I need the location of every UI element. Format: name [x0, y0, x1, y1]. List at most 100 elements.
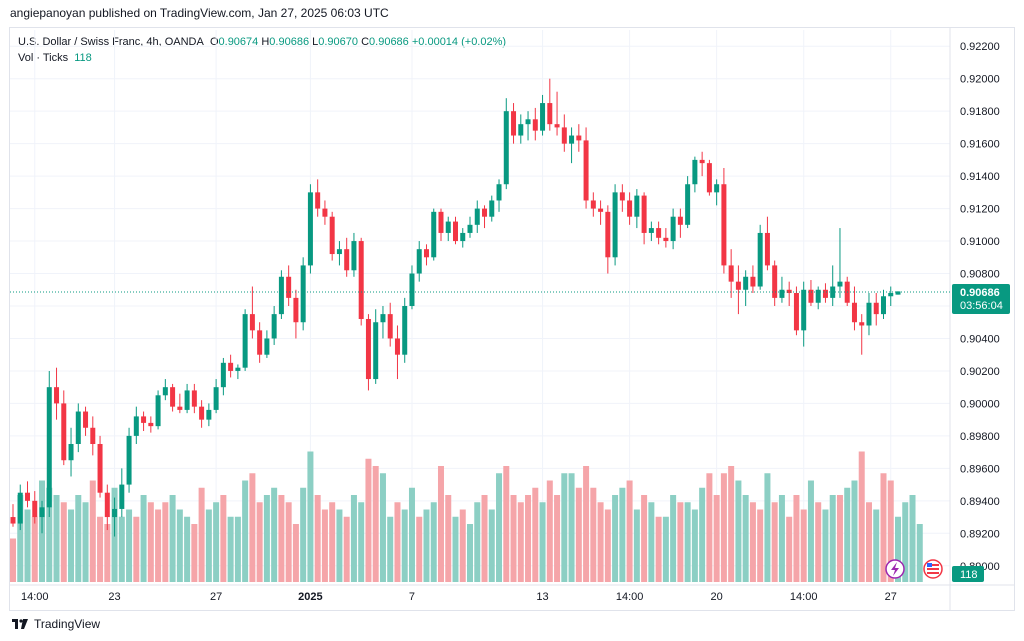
candle-body[interactable] — [235, 367, 241, 371]
candle-body[interactable] — [75, 411, 81, 444]
candle-body[interactable] — [438, 211, 444, 233]
candle-body[interactable] — [191, 390, 197, 407]
candle-body[interactable] — [416, 249, 422, 274]
candle-body[interactable] — [177, 406, 183, 410]
candle-body[interactable] — [184, 390, 190, 410]
candle-body[interactable] — [402, 306, 408, 355]
candle-body[interactable] — [307, 192, 313, 266]
candle-body[interactable] — [569, 135, 575, 144]
candle-body[interactable] — [706, 163, 712, 193]
candle-body[interactable] — [380, 314, 386, 323]
candle-body[interactable] — [387, 314, 393, 339]
candle-body[interactable] — [641, 195, 647, 233]
candle-body[interactable] — [511, 111, 517, 136]
candle-body[interactable] — [373, 322, 379, 380]
candle-body[interactable] — [750, 276, 756, 287]
candle-body[interactable] — [757, 232, 763, 287]
candle-body[interactable] — [685, 184, 691, 225]
candle-body[interactable] — [612, 192, 618, 258]
candle-body[interactable] — [286, 276, 292, 298]
candle-body[interactable] — [431, 211, 437, 258]
candle-body[interactable] — [518, 124, 524, 136]
candle-body[interactable] — [257, 330, 263, 355]
candle-body[interactable] — [54, 387, 60, 404]
candle-body[interactable] — [365, 318, 371, 380]
candle-body[interactable] — [119, 484, 125, 509]
candle-body[interactable] — [634, 195, 640, 217]
candle-body[interactable] — [322, 208, 328, 217]
candle-body[interactable] — [648, 228, 654, 233]
candle-body[interactable] — [743, 276, 749, 290]
candle-body[interactable] — [112, 508, 118, 518]
candle-body[interactable] — [68, 444, 74, 461]
candle-body[interactable] — [866, 302, 872, 326]
candle-body[interactable] — [39, 507, 45, 518]
candle-body[interactable] — [220, 362, 226, 388]
footer-brand[interactable]: TradingView — [34, 617, 101, 631]
candle-body[interactable] — [293, 297, 299, 323]
candle-body[interactable] — [271, 314, 277, 339]
candle-body[interactable] — [126, 435, 132, 485]
candle-body[interactable] — [576, 135, 582, 141]
candle-body[interactable] — [764, 232, 770, 266]
candle-body[interactable] — [141, 416, 147, 423]
candle-body[interactable] — [249, 314, 255, 331]
candle-body[interactable] — [61, 403, 67, 461]
candle-body[interactable] — [801, 289, 807, 331]
candle-body[interactable] — [474, 208, 480, 225]
candle-body[interactable] — [206, 409, 212, 420]
candle-body[interactable] — [155, 395, 161, 427]
candle-body[interactable] — [532, 119, 538, 131]
candle-body[interactable] — [242, 314, 248, 368]
candle-body[interactable] — [554, 124, 560, 128]
candle-body[interactable] — [351, 241, 357, 271]
candle-body[interactable] — [888, 293, 894, 297]
candle-body[interactable] — [489, 200, 495, 217]
candle-body[interactable] — [590, 200, 596, 209]
candle-body[interactable] — [10, 517, 16, 524]
candle-body[interactable] — [692, 159, 698, 185]
candle-body[interactable] — [394, 338, 400, 355]
candle-body[interactable] — [714, 184, 720, 193]
candle-body[interactable] — [104, 492, 110, 518]
candle-body[interactable] — [699, 159, 705, 164]
candle-body[interactable] — [423, 249, 429, 258]
candle-body[interactable] — [598, 208, 604, 212]
candle-body[interactable] — [583, 140, 589, 201]
candle-body[interactable] — [561, 127, 567, 144]
candle-body[interactable] — [358, 241, 364, 319]
candle-body[interactable] — [482, 208, 488, 217]
candle-body[interactable] — [859, 322, 865, 326]
candle-body[interactable] — [837, 281, 843, 287]
candle-body[interactable] — [503, 111, 509, 185]
symbol-title[interactable]: U.S. Dollar / Swiss Franc, 4h, OANDA — [18, 36, 204, 48]
candle-body[interactable] — [656, 228, 662, 238]
candle-body[interactable] — [148, 422, 154, 427]
candle-body[interactable] — [17, 492, 23, 524]
candle-body[interactable] — [133, 416, 139, 436]
candle-body[interactable] — [540, 103, 546, 131]
candle-body[interactable] — [344, 249, 350, 271]
candle-body[interactable] — [97, 444, 103, 493]
candle-body[interactable] — [793, 293, 799, 331]
candle-body[interactable] — [162, 387, 168, 396]
candle-body[interactable] — [170, 387, 176, 407]
candle-body[interactable] — [735, 281, 741, 290]
candle-body[interactable] — [90, 427, 96, 444]
candle-body[interactable] — [779, 289, 785, 298]
candle-body[interactable] — [677, 216, 683, 225]
candle-body[interactable] — [278, 276, 284, 315]
candle-body[interactable] — [895, 291, 901, 295]
candle-body[interactable] — [213, 387, 219, 410]
candle-body[interactable] — [83, 411, 89, 428]
candle-body[interactable] — [46, 387, 52, 508]
candle-body[interactable] — [851, 302, 857, 323]
candle-body[interactable] — [808, 289, 814, 303]
candle-body[interactable] — [605, 211, 611, 258]
candle-body[interactable] — [663, 237, 669, 242]
candle-body[interactable] — [445, 221, 451, 233]
candle-body[interactable] — [728, 265, 734, 282]
candle-body[interactable] — [453, 221, 458, 242]
candle-body[interactable] — [547, 103, 553, 125]
